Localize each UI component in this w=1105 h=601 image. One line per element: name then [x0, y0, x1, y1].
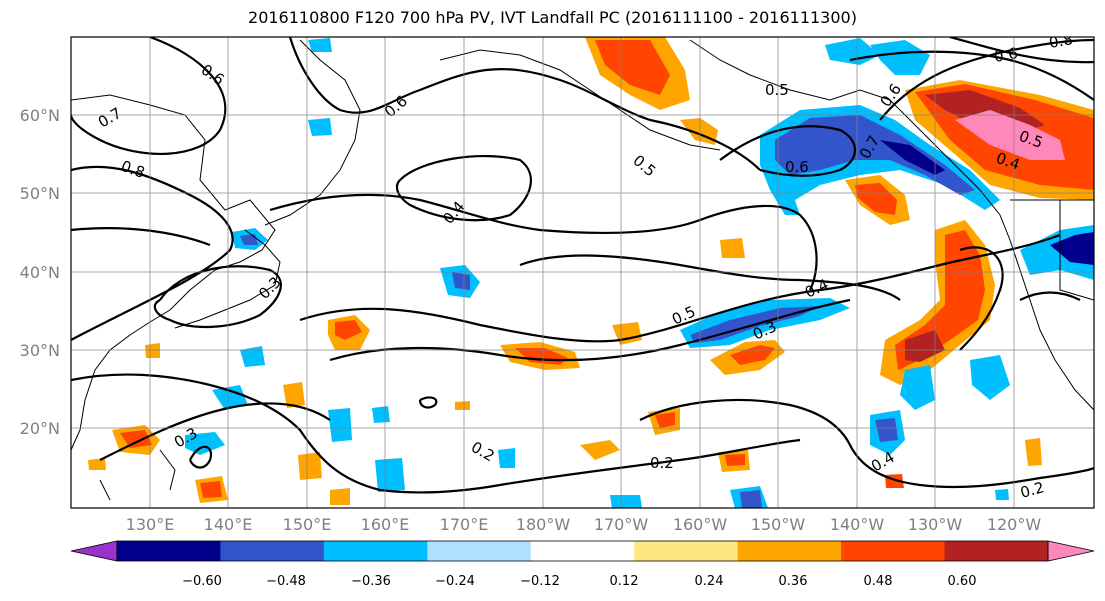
colorbar-swatch: [944, 541, 1049, 561]
colorbar-tick-label: −0.12: [520, 574, 560, 589]
contour-label: 0.6: [785, 158, 809, 176]
lat-label: 60°N: [20, 106, 60, 125]
colorbar-tick-label: 0.36: [779, 574, 808, 589]
lon-label: 160°W: [673, 515, 728, 534]
lon-label: 130°W: [908, 515, 963, 534]
colorbar-tick-label: −0.24: [435, 574, 475, 589]
colorbar-swatches: [70, 540, 1095, 562]
colorbar-swatch: [530, 541, 635, 561]
pv-contours: [71, 37, 1094, 494]
map-frame: [70, 36, 1095, 509]
coastlines: [71, 39, 1094, 501]
colorbar-tick-label: −0.60: [182, 574, 222, 589]
colorbar-swatch: [220, 541, 325, 561]
colorbar-tick-label: 0.48: [864, 574, 893, 589]
lon-label: 140°E: [204, 515, 253, 534]
colorbar-swatch: [117, 541, 221, 561]
colorbar-swatch: [737, 541, 842, 561]
lat-labels: 60°N 50°N 40°N 30°N 20°N: [20, 106, 60, 438]
contour-label: 0.6: [993, 44, 1020, 66]
lon-label: 130°E: [126, 515, 175, 534]
gridlines: [71, 37, 1094, 508]
colorbar: −0.60 −0.48 −0.36 −0.24 −0.12 0.12 0.24 …: [70, 540, 1095, 589]
lon-label: 150°W: [751, 515, 806, 534]
contour-label: 0.8: [1048, 30, 1075, 52]
colorbar-extend-low: [70, 540, 118, 562]
lon-labels: 130°E 140°E 150°E 160°E 170°E 180°W 170°…: [126, 515, 1042, 534]
colorbar-ticks: −0.60 −0.48 −0.36 −0.24 −0.12 0.12 0.24 …: [182, 574, 976, 589]
lon-label: 150°E: [283, 515, 332, 534]
lon-label: 120°W: [987, 515, 1042, 534]
colorbar-tick-label: −0.36: [351, 574, 391, 589]
lon-label: 180°W: [516, 515, 571, 534]
contour-label: 0.2: [1018, 478, 1046, 502]
lon-label: 140°W: [830, 515, 885, 534]
contour-label: 0.2: [650, 454, 674, 472]
colorbar-swatch: [323, 541, 428, 561]
lat-label: 50°N: [20, 184, 60, 203]
contour-label: 0.5: [765, 81, 789, 99]
lat-label: 20°N: [20, 419, 60, 438]
colorbar-swatch: [634, 541, 739, 561]
lat-label: 40°N: [20, 263, 60, 282]
map-title: 2016110800 F120 700 hPa PV, IVT Landfall…: [248, 8, 857, 27]
colorbar-tick-label: −0.48: [266, 574, 306, 589]
colorbar-extend-high: [1047, 540, 1095, 562]
lon-label: 170°W: [594, 515, 649, 534]
lon-label: 170°E: [440, 515, 489, 534]
colorbar-tick-label: 0.60: [948, 574, 977, 589]
colorbar-swatch: [841, 541, 946, 561]
lon-label: 160°E: [361, 515, 410, 534]
colorbar-tick-label: 0.12: [610, 574, 639, 589]
colorbar-tick-label: 0.24: [695, 574, 724, 589]
colorbar-frame: [116, 540, 1049, 562]
colorbar-swatch: [427, 541, 532, 561]
lat-label: 30°N: [20, 341, 60, 360]
